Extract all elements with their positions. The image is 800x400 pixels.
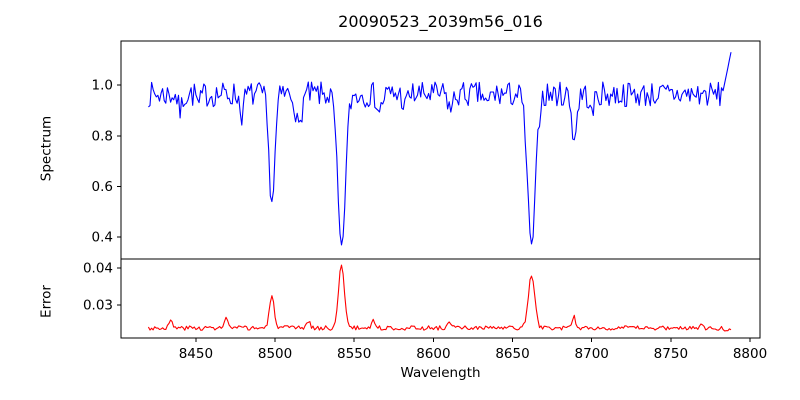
x-tick-label: 8700 — [575, 346, 609, 362]
x-axis-label: Wavelength — [400, 365, 481, 381]
x-tick-label: 8600 — [416, 346, 450, 362]
x-tick-label: 8550 — [337, 346, 371, 362]
spectrum-line — [148, 52, 732, 246]
x-tick-label: 8750 — [654, 346, 688, 362]
x-tick-label: 8450 — [179, 346, 213, 362]
panel-frame-spectrum — [120, 40, 761, 260]
x-tick-label: 8800 — [733, 346, 767, 362]
x-tick-label: 8500 — [258, 346, 292, 362]
y-tick-label: 0.04 — [83, 260, 113, 276]
y-tick-label: 0.8 — [92, 128, 113, 144]
panel-frame-error — [120, 258, 761, 339]
x-tick-label: 8650 — [495, 346, 529, 362]
y-tick-label: 0.03 — [83, 297, 113, 313]
error-line — [147, 264, 732, 332]
plot-title: 20090523_2039m56_016 — [338, 12, 543, 31]
y-tick-label: 1.0 — [92, 78, 113, 94]
y-tick-label: 0.6 — [92, 179, 113, 195]
y-tick-label: 0.4 — [92, 230, 113, 246]
